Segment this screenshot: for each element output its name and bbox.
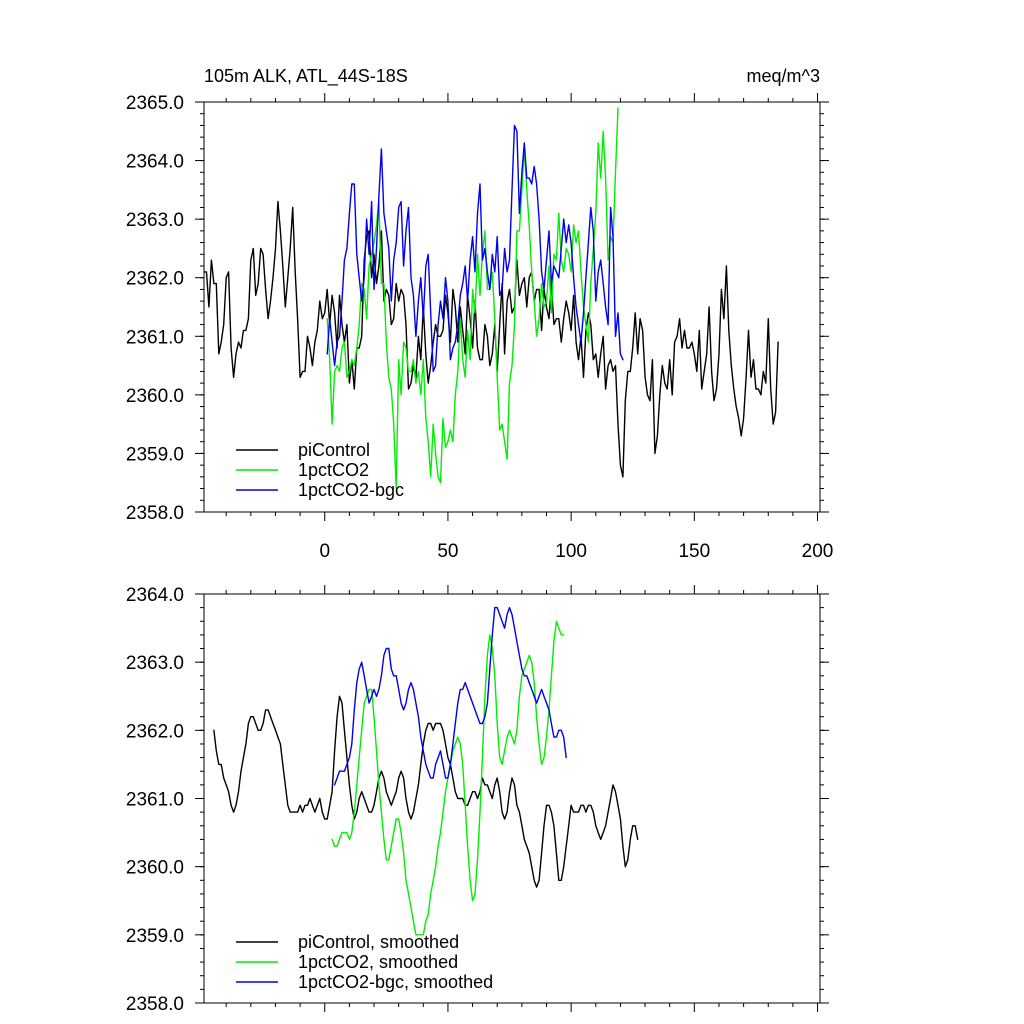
series-line-1pctco2 (326, 107, 619, 490)
y-tick-label: 2359.0 (126, 444, 184, 465)
series-line-1pctco2-bgc (326, 124, 624, 373)
x-tick-label: 0 (319, 541, 330, 562)
series-line-1pctco2-bgc-smoothed (333, 606, 567, 786)
x-tick-label: 200 (802, 541, 834, 562)
y-tick-label: 2359.0 (126, 926, 184, 947)
y-tick-label: 2364.0 (126, 152, 184, 173)
series-line-picontrol-smoothed (213, 695, 639, 888)
y-tick-label: 2361.0 (126, 327, 184, 348)
legend-label: piControl, smoothed (298, 932, 459, 952)
legend-label: piControl (298, 440, 370, 460)
top-panel: 105m ALK, ATL_44S-18S meq/m^3 2358.0 2359… (126, 66, 834, 562)
y-tick-label: 2362.0 (126, 269, 184, 290)
plot-frame (203, 593, 821, 1004)
legend-label: 1pctCO2 (298, 460, 369, 480)
legend-label: 1pctCO2, smoothed (298, 952, 458, 972)
plot-frame (203, 101, 821, 513)
legend-label: 1pctCO2-bgc (298, 480, 404, 500)
y-tick-label: 2362.0 (126, 721, 184, 742)
y-tick-label: 2361.0 (126, 790, 184, 811)
units-label: meq/m^3 (747, 66, 820, 86)
y-tick-label: 2358.0 (126, 994, 184, 1015)
x-tick-label: 100 (555, 541, 587, 562)
y-tick-label: 2363.0 (126, 653, 184, 674)
legend-label: 1pctCO2-bgc, smoothed (298, 972, 493, 992)
y-tick-label: 2360.0 (126, 386, 184, 407)
y-tick-label: 2364.0 (126, 585, 184, 606)
y-tick-label: 2358.0 (126, 503, 184, 524)
y-tick-label: 2365.0 (126, 93, 184, 114)
x-tick-label: 50 (437, 541, 458, 562)
bottom-panel: 2358.0 2359.0 2360.0 2361.0 2362.0 2363.0 2364… (126, 585, 829, 1015)
series-line-picontrol (204, 200, 779, 478)
x-tick-label: 150 (678, 541, 710, 562)
y-tick-label: 2360.0 (126, 858, 184, 879)
y-tick-label: 2363.0 (126, 210, 184, 231)
chart-title: 105m ALK, ATL_44S-18S (204, 66, 408, 87)
